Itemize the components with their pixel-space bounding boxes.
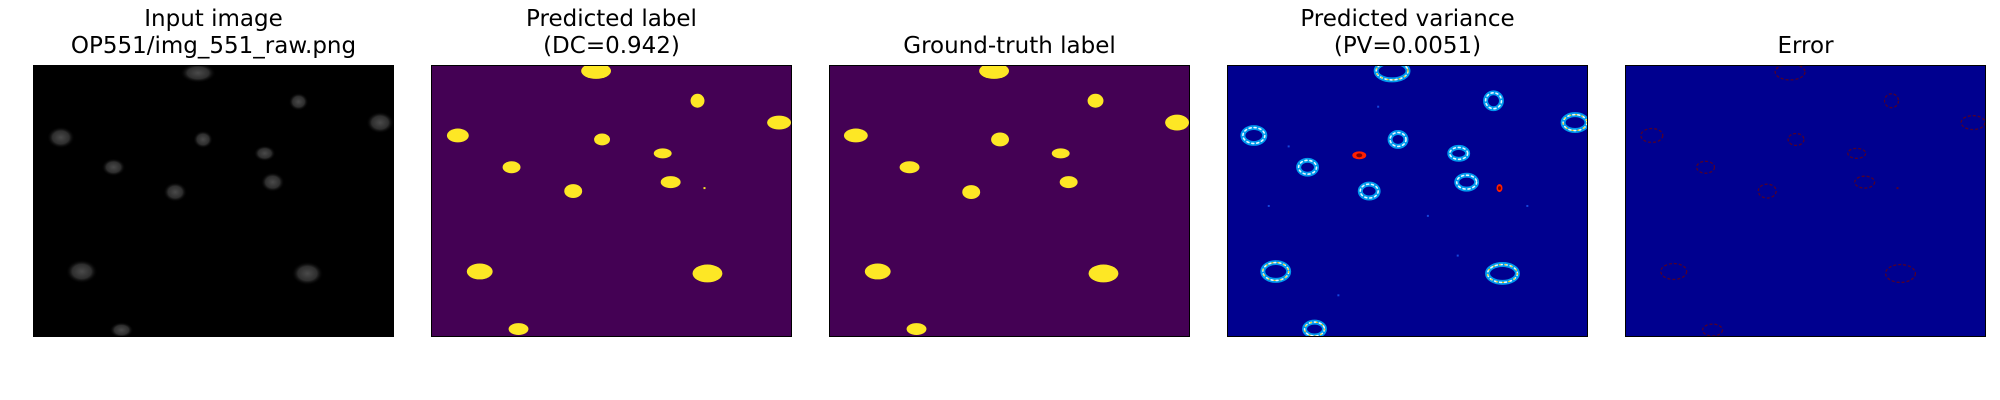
title-line-1: Ground-truth label [903,33,1116,59]
panel-predicted-label: Predicted label (DC=0.942) [431,0,792,400]
input-image-frame [33,65,394,337]
panel-title: Predicted variance (PV=0.0051) [1187,6,1628,60]
panel-predicted-variance: Predicted variance (PV=0.0051) [1227,0,1588,400]
panel-title: Input image OP551/img_551_raw.png [0,6,434,60]
input-image [34,66,393,336]
panel-title: Predicted label (DC=0.942) [391,6,832,60]
panel-input-image: Input image OP551/img_551_raw.png [33,0,394,400]
title-line-1: Predicted variance [1300,6,1515,32]
error-map [1626,66,1985,336]
predicted-variance-map [1228,66,1587,336]
ground-truth-label-frame [829,65,1190,337]
title-line-2: OP551/img_551_raw.png [70,33,357,59]
predicted-label-frame [431,65,792,337]
ground-truth-label-map [830,66,1189,336]
panel-title: . Error [1585,6,2000,60]
title-line-1: Error [1777,33,1834,59]
predicted-variance-frame [1227,65,1588,337]
panel-title: . Ground-truth label [789,6,1230,60]
title-line-2: (DC=0.942) [543,33,680,59]
error-frame [1625,65,1986,337]
panel-error: . Error [1625,0,1986,400]
predicted-label-map [432,66,791,336]
title-line-1: Predicted label [526,6,697,32]
title-line-1: Input image [144,6,283,32]
panel-ground-truth-label: . Ground-truth label [829,0,1190,400]
title-line-2: (PV=0.0051) [1333,33,1482,59]
